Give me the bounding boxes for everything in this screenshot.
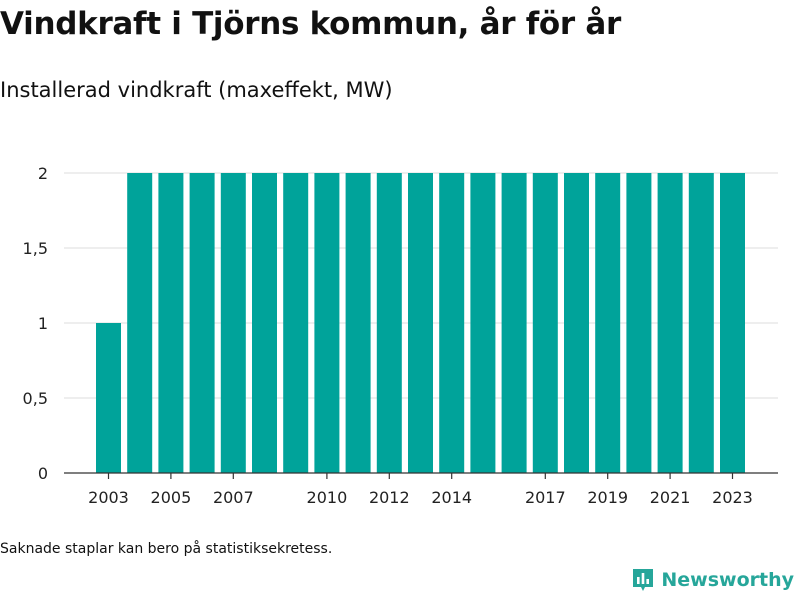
bar-2004 xyxy=(127,173,153,473)
x-tick-label: 2005 xyxy=(151,488,192,507)
x-tick-label: 2010 xyxy=(307,488,348,507)
bar-2013 xyxy=(408,173,433,473)
bar-2014 xyxy=(439,173,465,473)
chart-title: Vindkraft i Tjörns kommun, år för år xyxy=(0,6,622,42)
x-tick-label: 2012 xyxy=(369,488,410,507)
bar-2008 xyxy=(252,173,277,473)
x-tick-label: 2021 xyxy=(650,488,691,507)
y-tick-label: 1 xyxy=(38,314,48,333)
bar-2015 xyxy=(470,173,496,473)
bar-2020 xyxy=(626,173,652,473)
x-tick-label: 2014 xyxy=(431,488,472,507)
x-tick-labels: 2003 2005 2007 2010 2012 2014 2017 2019 2021 2023 xyxy=(88,488,753,507)
y-tick-labels: 0 0,5 1 1,5 2 xyxy=(23,164,48,483)
bars xyxy=(96,173,745,473)
bar-2018 xyxy=(564,173,589,473)
x-axis xyxy=(64,472,778,479)
y-tick-label: 1,5 xyxy=(23,239,48,258)
bar-2005 xyxy=(158,173,184,473)
x-tick-label: 2017 xyxy=(525,488,566,507)
bar-2017 xyxy=(532,173,558,473)
brand-name: Newsworthy xyxy=(661,569,794,591)
y-tick-label: 2 xyxy=(38,164,48,183)
bar-2022 xyxy=(688,173,714,473)
bar-2003 xyxy=(96,323,121,473)
x-tick-label: 2019 xyxy=(587,488,628,507)
brand-logo[interactable]: Newsworthy xyxy=(631,567,794,593)
y-tick-label: 0 xyxy=(38,464,48,483)
bar-2023 xyxy=(720,173,745,473)
bar-2009 xyxy=(283,173,309,473)
y-tick-label: 0,5 xyxy=(23,389,48,408)
x-tick-label: 2023 xyxy=(712,488,753,507)
bar-2012 xyxy=(376,173,402,473)
newsworthy-logo-icon xyxy=(633,569,654,591)
bar-2011 xyxy=(345,173,371,473)
bar-2007 xyxy=(220,173,246,473)
footnote: Saknade staplar kan bero på statistiksek… xyxy=(0,541,333,557)
x-tick-label: 2003 xyxy=(88,488,129,507)
chart-subtitle: Installerad vindkraft (maxeffekt, MW) xyxy=(0,78,393,102)
bar-2019 xyxy=(595,173,621,473)
bar-2006 xyxy=(189,173,215,473)
bar-2021 xyxy=(657,173,683,473)
x-tick-label: 2007 xyxy=(213,488,254,507)
bar-2016 xyxy=(501,173,527,473)
bar-2010 xyxy=(314,173,340,473)
